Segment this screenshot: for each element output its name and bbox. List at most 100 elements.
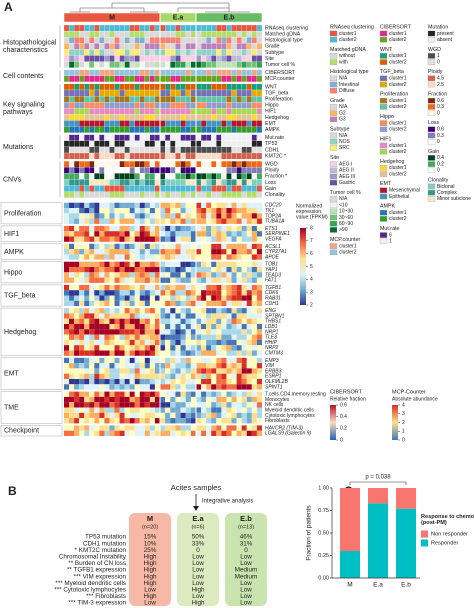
heatmap-cell xyxy=(196,368,202,374)
annotation-cell xyxy=(134,31,140,38)
annotation-cell xyxy=(119,102,125,109)
annotation-cell xyxy=(74,61,80,68)
heatmap-cell xyxy=(231,272,237,278)
heatmap-cell xyxy=(175,430,181,436)
heatmap-cell xyxy=(74,249,80,255)
heatmap-cell xyxy=(190,357,196,364)
annotation-cell xyxy=(129,126,135,133)
annotation-cell xyxy=(109,152,115,160)
heatmap-cell xyxy=(119,318,125,324)
annotation-cell xyxy=(241,185,247,192)
annotation-cell xyxy=(144,134,150,141)
heatmap-cell xyxy=(231,308,237,314)
annotation-cell xyxy=(68,185,75,192)
heatmap-cell xyxy=(74,308,80,314)
legend-swatch xyxy=(379,193,388,200)
annotation-cell xyxy=(79,61,85,68)
heatmap-cell xyxy=(246,430,252,436)
heatmap-cell xyxy=(175,231,181,237)
table-cell: High xyxy=(144,573,157,580)
annotation-cell xyxy=(63,95,70,103)
gene-label: NK cells xyxy=(265,402,284,408)
heatmap-cell xyxy=(154,249,160,255)
heatmap-cell xyxy=(154,334,160,340)
heatmap-cell xyxy=(74,396,80,403)
annotation-cell xyxy=(206,140,212,148)
heatmap-cell xyxy=(139,334,145,340)
table-cell: Low xyxy=(240,586,252,593)
annotation-cell xyxy=(149,108,156,115)
legend-swatch xyxy=(379,238,388,245)
heatmap-cell xyxy=(226,363,232,369)
heatmap-cell xyxy=(256,213,262,219)
heatmap-cell xyxy=(165,396,171,403)
heatmap-cell xyxy=(160,277,166,283)
heatmap-cell xyxy=(241,313,247,319)
annotation-cell xyxy=(134,24,140,32)
heatmap-cell xyxy=(246,379,252,385)
annotation-cell xyxy=(109,89,115,97)
table-cell: Medium xyxy=(235,567,257,574)
annotation-cell xyxy=(119,24,125,32)
legend-swatch xyxy=(329,59,338,65)
heatmap-cell xyxy=(119,339,125,346)
annotation-cell xyxy=(241,55,247,62)
annotation-cell xyxy=(68,49,75,56)
heatmap-cell xyxy=(231,334,237,340)
heatmap-cell xyxy=(154,254,160,260)
heatmap-cell xyxy=(236,261,242,267)
annotation-cell xyxy=(180,24,186,32)
heatmap-cell xyxy=(251,391,257,397)
heatmap-cell xyxy=(134,261,140,267)
heatmap-cell xyxy=(185,318,191,324)
heatmap-cell xyxy=(216,379,222,385)
annotation-cell xyxy=(124,146,130,154)
annotation-cell xyxy=(226,173,232,180)
table-cell: Low xyxy=(240,600,252,607)
annotation-cell xyxy=(200,61,207,68)
heatmap-cell xyxy=(256,425,262,431)
heatmap-cell xyxy=(64,391,70,397)
heatmap-cell xyxy=(226,357,232,364)
annotation-cell xyxy=(175,43,181,50)
annotation-cell xyxy=(165,95,171,103)
heatmap-cell xyxy=(190,300,196,307)
heatmap-cell xyxy=(89,308,95,314)
heatmap-cell xyxy=(180,391,186,397)
annotation-cell xyxy=(231,146,237,154)
heatmap-cell xyxy=(124,218,130,224)
annotation-cell xyxy=(149,134,156,141)
annotation-cell xyxy=(134,173,140,180)
annotation-cell xyxy=(216,185,222,192)
colorbar-tick-label: 4 xyxy=(310,277,313,283)
annotation-cell xyxy=(211,55,217,62)
track-label: WNT xyxy=(265,84,278,90)
legend-label: 30~60 xyxy=(339,215,353,221)
heatmap-cell xyxy=(129,231,135,237)
annotation-cell xyxy=(139,126,145,133)
heatmap-cell xyxy=(79,295,85,301)
annotation-cell xyxy=(104,108,110,115)
heatmap-cell xyxy=(124,318,130,324)
heatmap-cell xyxy=(139,254,145,260)
heatmap-cell xyxy=(64,357,70,364)
annotation-cell xyxy=(89,120,95,127)
track-label: Hedgehog xyxy=(265,115,289,121)
heatmap-cell xyxy=(144,218,150,224)
annotation-cell xyxy=(185,95,191,103)
table-cell: 25% xyxy=(144,547,157,554)
annotation-cell xyxy=(216,161,222,168)
legend-title: Tumor cell % xyxy=(330,190,361,196)
table-cell: 33% xyxy=(192,540,205,547)
heatmap-cell xyxy=(221,329,227,335)
heatmap-cell xyxy=(149,379,155,385)
heatmap-cell xyxy=(79,318,85,324)
heatmap-cell xyxy=(175,363,181,369)
heatmap-cell xyxy=(144,313,150,319)
annotation-cell xyxy=(231,185,237,192)
gene-label: Cytotoxic lymphocytes xyxy=(265,413,315,419)
heatmap-cell xyxy=(114,308,120,314)
annotation-cell xyxy=(154,179,161,186)
annotation-cell xyxy=(190,43,197,50)
legend-swatch xyxy=(329,36,338,43)
